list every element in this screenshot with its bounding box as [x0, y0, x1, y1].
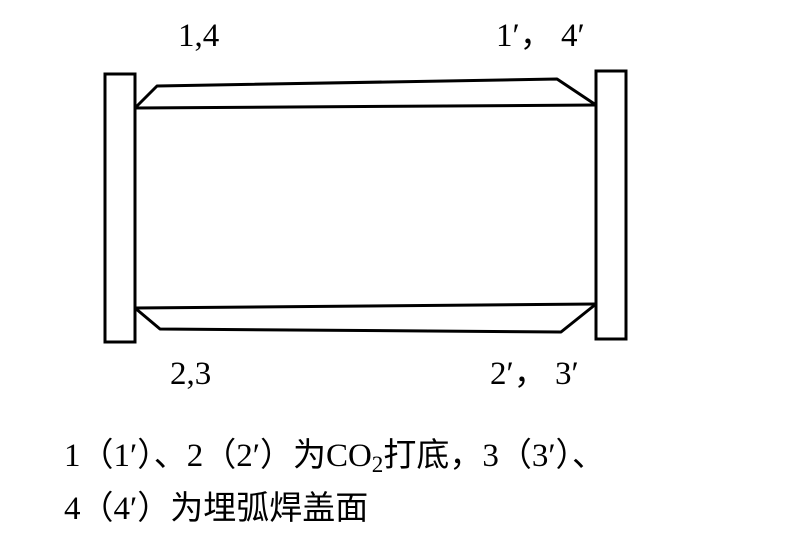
figure-caption: 1（1′）、2（2′）为CO2打底，3（3′）、 4（4′）为埋弧焊盖面 [64, 430, 764, 536]
caption-line1-part-a: 1（1′）、2（2′）为CO [64, 438, 372, 474]
right-plate [596, 71, 626, 339]
caption-line2: 4（4′）为埋弧焊盖面 [64, 491, 368, 527]
caption-line1-part-b: 打底，3（3′）、 [383, 438, 605, 474]
vertex-label-top-left: 1,4 [178, 18, 219, 54]
figure-stage: 1,4 1′， 4′ 2,3 2′， 3′ 1（1′）、2（2′）为CO2打底，… [0, 0, 805, 552]
vertex-label-bottom-left: 2,3 [170, 356, 211, 392]
vertex-label-bottom-right: 2′， 3′ [490, 356, 579, 392]
left-plate [105, 74, 135, 342]
box-body [135, 79, 596, 332]
caption-co2-subscript: 2 [372, 451, 384, 477]
vertex-label-top-right: 1′， 4′ [496, 18, 585, 54]
